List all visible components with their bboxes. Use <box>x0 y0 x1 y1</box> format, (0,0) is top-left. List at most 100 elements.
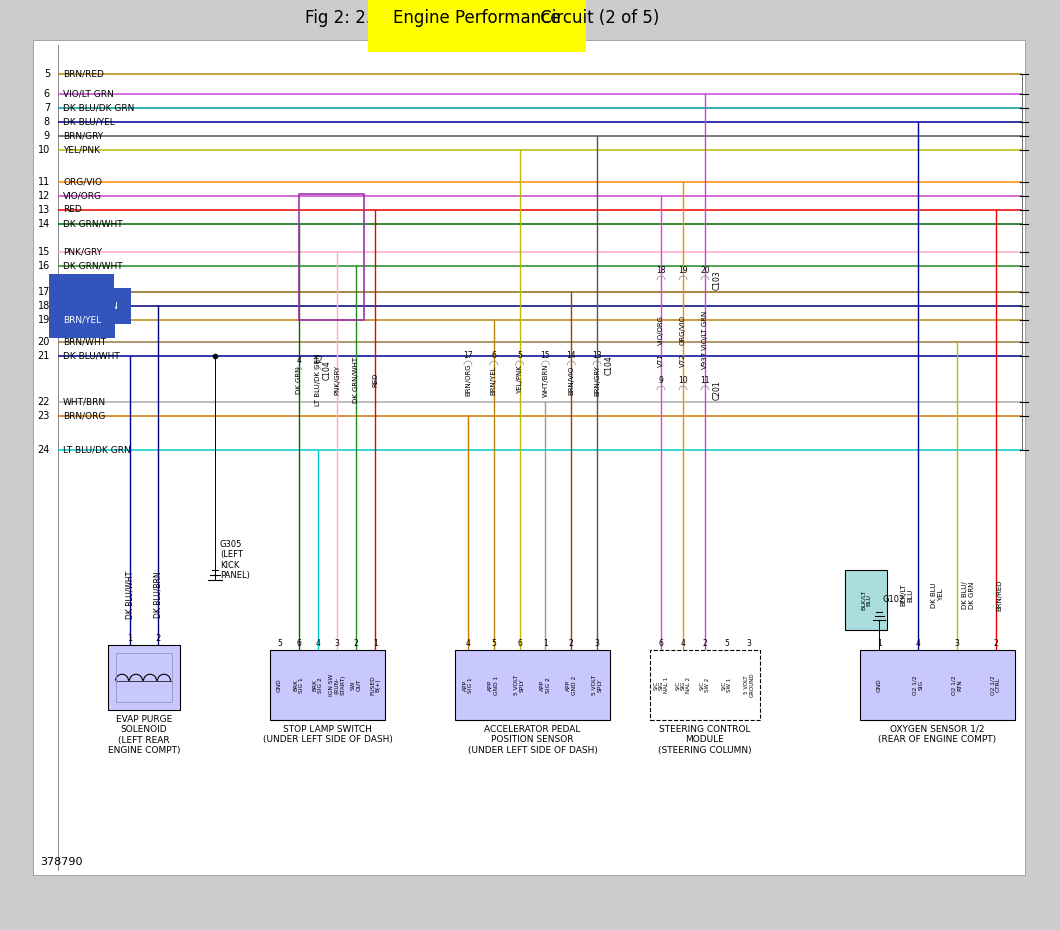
Text: EVAP PURGE
SOLENOID
(LEFT REAR
ENGINE COMPT): EVAP PURGE SOLENOID (LEFT REAR ENGINE CO… <box>108 715 180 755</box>
Text: S/C
SW 1: S/C SW 1 <box>722 678 732 692</box>
Text: 4: 4 <box>916 639 920 648</box>
Text: 1: 1 <box>373 639 377 648</box>
Text: 2: 2 <box>156 634 161 643</box>
Text: 23: 23 <box>37 411 50 421</box>
Text: 2: 2 <box>354 639 358 648</box>
Text: BRN/YEL: BRN/YEL <box>63 315 101 325</box>
Text: RED: RED <box>63 206 82 215</box>
Text: DK BLU/WHT: DK BLU/WHT <box>63 352 120 361</box>
Text: 20: 20 <box>37 337 50 347</box>
Text: 6: 6 <box>492 351 496 360</box>
Text: VIO/ORG: VIO/ORG <box>63 192 102 201</box>
Text: BRN/RED: BRN/RED <box>63 70 104 78</box>
Text: DK GRN/WHT: DK GRN/WHT <box>63 261 123 271</box>
Bar <box>455 650 610 720</box>
Text: 2: 2 <box>569 639 573 648</box>
Text: 3: 3 <box>595 639 600 648</box>
Text: S/C
SIG
NAL 2: S/C SIG NAL 2 <box>675 677 691 693</box>
Text: 7: 7 <box>43 103 50 113</box>
Text: C103: C103 <box>713 270 722 290</box>
Text: GND: GND <box>277 678 282 692</box>
Text: 6: 6 <box>517 639 522 648</box>
Text: DK BLU/DK GRN: DK BLU/DK GRN <box>63 103 135 113</box>
Text: BRK
SIG 2: BRK SIG 2 <box>313 677 323 693</box>
Text: BRN/ORG: BRN/ORG <box>63 411 105 420</box>
Text: WHT/BRN: WHT/BRN <box>63 397 106 406</box>
Text: 9: 9 <box>658 376 664 385</box>
Text: Engine Performance: Engine Performance <box>393 9 561 27</box>
Text: 3: 3 <box>746 639 752 648</box>
Text: 1: 1 <box>543 639 548 648</box>
Text: DK BLU/
DK GRN: DK BLU/ DK GRN <box>962 581 975 609</box>
Text: V71: V71 <box>658 353 664 366</box>
Bar <box>116 653 172 702</box>
Text: C201: C201 <box>713 380 722 400</box>
Text: DK GRN: DK GRN <box>296 366 302 393</box>
Text: 12: 12 <box>313 356 322 365</box>
Text: 5: 5 <box>277 639 282 648</box>
Text: 4: 4 <box>297 356 301 365</box>
Text: 5 VOLT
SPLY: 5 VOLT SPLY <box>514 675 525 695</box>
Text: 24: 24 <box>37 445 50 455</box>
Text: 21: 21 <box>37 351 50 361</box>
Text: 17: 17 <box>37 287 50 297</box>
Text: V937: V937 <box>702 351 708 369</box>
Text: DK BLU
YEL: DK BLU YEL <box>931 582 944 607</box>
Text: IGN SW
(RUN-
START): IGN SW (RUN- START) <box>329 674 346 697</box>
Bar <box>845 570 887 630</box>
Text: APP
GND 2: APP GND 2 <box>566 675 577 695</box>
Text: 11: 11 <box>701 376 710 385</box>
Text: OXYGEN SENSOR 1/2
(REAR OF ENGINE COMPT): OXYGEN SENSOR 1/2 (REAR OF ENGINE COMPT) <box>879 725 996 744</box>
Text: 10: 10 <box>678 376 688 385</box>
Text: BRK
SIG 1: BRK SIG 1 <box>294 677 304 693</box>
Text: 8: 8 <box>43 117 50 127</box>
Text: SW
OUT: SW OUT <box>351 679 361 691</box>
Text: 14: 14 <box>38 219 50 229</box>
Text: S/C
SIG
NAL 1: S/C SIG NAL 1 <box>653 677 669 693</box>
Text: WHT/BRN: WHT/BRN <box>543 364 548 397</box>
Text: G102: G102 <box>882 595 904 604</box>
Text: PNK/GRY: PNK/GRY <box>334 365 340 395</box>
Text: ORG/VIO: ORG/VIO <box>681 315 686 345</box>
Text: 5: 5 <box>43 69 50 79</box>
Text: 3: 3 <box>954 639 959 648</box>
Text: STEERING CONTROL
MODULE
(STEERING COLUMN): STEERING CONTROL MODULE (STEERING COLUMN… <box>658 725 752 755</box>
Text: LT BLU/DK GRN: LT BLU/DK GRN <box>63 445 130 455</box>
Text: C104: C104 <box>323 360 332 379</box>
Text: 11: 11 <box>38 177 50 187</box>
Text: GND: GND <box>877 678 882 692</box>
Text: 6: 6 <box>297 639 301 648</box>
Text: ACCELERATOR PEDAL
POSITION SENSOR
(UNDER LEFT SIDE OF DASH): ACCELERATOR PEDAL POSITION SENSOR (UNDER… <box>467 725 598 755</box>
Text: DK BLU/BRN: DK BLU/BRN <box>154 572 163 618</box>
Text: Circuit (2 of 5): Circuit (2 of 5) <box>535 9 659 27</box>
Text: V72: V72 <box>681 353 686 366</box>
Text: 1: 1 <box>877 639 882 648</box>
Text: BRN/ORG: BRN/ORG <box>465 364 471 396</box>
Bar <box>270 650 385 720</box>
Text: 15: 15 <box>541 351 550 360</box>
Text: VIO/ORG: VIO/ORG <box>658 315 664 345</box>
Text: APP
SIG 1: APP SIG 1 <box>462 677 474 693</box>
Text: PNK/GRY: PNK/GRY <box>63 247 102 257</box>
Text: O2 1/2
SIG: O2 1/2 SIG <box>913 675 923 695</box>
Text: 20: 20 <box>701 266 710 275</box>
Text: BRN/GRY: BRN/GRY <box>63 131 103 140</box>
Text: S/C
SW 2: S/C SW 2 <box>700 678 710 692</box>
Text: LT BLU/DK GRN: LT BLU/DK GRN <box>315 353 321 406</box>
Text: APP
SIG 2: APP SIG 2 <box>540 677 551 693</box>
Text: BLK/LT
BLU: BLK/LT BLU <box>900 584 913 606</box>
Text: 22: 22 <box>37 397 50 407</box>
Text: 12: 12 <box>37 191 50 201</box>
Text: 13: 13 <box>38 205 50 215</box>
Text: 18: 18 <box>656 266 666 275</box>
Text: APP
GND 1: APP GND 1 <box>489 675 499 695</box>
Text: ORG/VIO: ORG/VIO <box>63 178 102 187</box>
Text: G305
(LEFT
KICK
PANEL): G305 (LEFT KICK PANEL) <box>220 540 250 580</box>
Text: YEL/PNK: YEL/PNK <box>63 145 100 154</box>
Text: FUSED
B(+): FUSED B(+) <box>370 675 381 695</box>
Bar <box>860 650 1015 720</box>
Text: VIO/LT GRN: VIO/LT GRN <box>702 311 708 350</box>
Text: BRN/YEL: BRN/YEL <box>491 365 497 395</box>
Text: DK GRN/WHT: DK GRN/WHT <box>63 219 123 229</box>
Bar <box>108 645 180 710</box>
